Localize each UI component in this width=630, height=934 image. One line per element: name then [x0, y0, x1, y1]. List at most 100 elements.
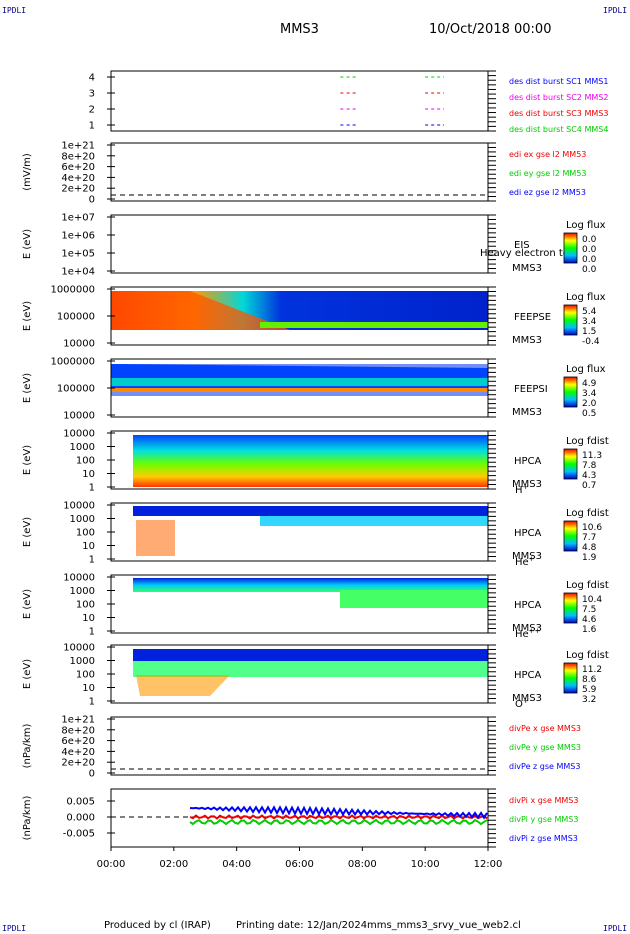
- species-label: He+: [515, 555, 535, 568]
- colorbar-tick-label: 10.6: [582, 523, 602, 533]
- y-tick-label: 10: [82, 613, 95, 624]
- legend-entry: divPi z gse MMS3: [509, 834, 578, 843]
- colorbar-title: Log flux: [566, 364, 606, 375]
- instrument-label: HPCA: [514, 600, 542, 611]
- colorbar-title: Log fdist: [566, 650, 609, 661]
- x-tick-label: 08:00: [348, 859, 377, 870]
- y-tick-label: 1000: [70, 442, 95, 453]
- y-tick-label: -0.005: [63, 829, 95, 840]
- spacecraft-label: MMS3: [512, 479, 542, 490]
- species-label: H+: [515, 483, 529, 496]
- colorbar: [563, 662, 578, 694]
- y-tick-label: 1000000: [50, 285, 95, 296]
- colorbar-tick-label: 3.4: [582, 317, 597, 327]
- colorbar-tick-label: 4.6: [582, 615, 597, 625]
- feepsi-heatmap: [111, 364, 488, 396]
- y-axis-label: E (eV): [22, 445, 33, 475]
- divpi-z-trace: [189, 805, 488, 820]
- x-axis: 00:00 02:00 04:00 06:00 08:00 10:00 12:00: [97, 847, 503, 870]
- footer-produced-by: Produced by cl (IRAP): [104, 920, 211, 931]
- legend-entry: divPi y gse MMS3: [509, 815, 578, 824]
- y-axis-label: E (eV): [22, 659, 33, 689]
- spacecraft-label: MMS3: [512, 335, 542, 346]
- instrument-label: HPCA: [514, 670, 542, 681]
- y-tick-label: 0: [89, 769, 95, 780]
- colorbar-title: Log fdist: [566, 508, 609, 519]
- y-tick-label: 10000: [63, 573, 95, 584]
- panel-frame: [110, 70, 489, 132]
- legend-entry: edi ez gse l2 MM53: [509, 188, 586, 197]
- legend-entry: des dist burst SC2 MMS2: [509, 93, 608, 102]
- colorbar: [563, 448, 578, 480]
- colorbar-tick-label: 10.4: [582, 595, 602, 605]
- species-label: He++: [515, 627, 541, 640]
- colorbar-tick-label: 0.0: [582, 235, 597, 245]
- legend-entry: des dist burst SC4 MMS4: [509, 125, 608, 134]
- y-tick-label: 10000: [63, 339, 95, 350]
- y-tick-label: 100: [76, 528, 95, 539]
- colorbar-tick-label: 7.7: [582, 533, 596, 543]
- feepse-heatmap: [111, 291, 488, 330]
- colorbar-tick-label: 11.3: [582, 451, 602, 461]
- hpca-hepp-heatmap: [133, 578, 488, 608]
- y-axis-label: E (eV): [22, 301, 33, 331]
- y-tick-label: 2e+20: [61, 758, 95, 769]
- y-tick-label: 100000: [57, 384, 95, 395]
- y-tick-label: 1000: [70, 514, 95, 525]
- y-tick-label: 10000: [63, 501, 95, 512]
- colorbar-tick-label: 3.2: [582, 695, 596, 705]
- page-title: MMS3: [280, 22, 319, 37]
- y-tick-label: 0.000: [66, 813, 95, 824]
- y-axis-label: E (eV): [22, 373, 33, 403]
- corner-label-bottom-right: IPDLI: [603, 924, 628, 933]
- y-tick-label: 8e+20: [61, 725, 95, 736]
- colorbar-tick-label: 0.0: [582, 245, 597, 255]
- colorbar: [563, 304, 578, 336]
- overlay-label: Heavy electron to: [480, 248, 569, 259]
- colorbar-tick-label: 4.9: [582, 379, 597, 389]
- colorbar-tick-label: 4.8: [582, 543, 597, 553]
- colorbar: [563, 376, 578, 408]
- y-tick-label: 10000: [63, 643, 95, 654]
- y-tick-label: 2e+20: [61, 184, 95, 195]
- y-tick-label: 100: [76, 670, 95, 681]
- spacecraft-label: MMS3: [512, 551, 542, 562]
- colorbar-tick-label: 5.4: [582, 307, 597, 317]
- colorbar-tick-label: 7.5: [582, 605, 596, 615]
- y-tick-label: 2: [89, 105, 95, 116]
- panel-frame: [110, 142, 489, 202]
- y-tick-label: 6e+20: [61, 736, 95, 747]
- x-tick-label: 00:00: [97, 859, 126, 870]
- y-tick-label: 10: [82, 541, 95, 552]
- instrument-label: FEEPSI: [514, 384, 548, 395]
- panel-frame: [110, 716, 489, 776]
- y-axis-label: E (eV): [22, 517, 33, 547]
- legend-entry: des dist burst SC3 MMS3: [509, 109, 608, 118]
- colorbar-tick-label: 5.9: [582, 685, 597, 695]
- x-tick-label: 12:00: [474, 859, 503, 870]
- colorbar-tick-label: 0.7: [582, 481, 596, 491]
- x-tick-label: 04:00: [222, 859, 251, 870]
- footer-printing-date: Printing date: 12/Jan/2024: [236, 920, 368, 931]
- instrument-label: HPCA: [514, 456, 542, 467]
- y-tick-label: 0.005: [66, 797, 95, 808]
- spacecraft-label: MMS3: [512, 263, 542, 274]
- y-tick-label: 1e+06: [61, 231, 95, 242]
- y-tick-label: 100000: [57, 312, 95, 323]
- x-tick-label: 10:00: [411, 859, 440, 870]
- date-label: 10/Oct/2018 00:00: [429, 22, 552, 37]
- legend-entry: divPi x gse MMS3: [509, 796, 578, 805]
- colorbar-tick-label: 1.6: [582, 625, 597, 635]
- y-tick-label: 4e+20: [61, 173, 95, 184]
- y-tick-label: 1: [89, 483, 95, 494]
- colorbar-tick-label: 0.5: [582, 409, 596, 419]
- y-tick-label: 1e+05: [61, 249, 95, 260]
- colorbar-title: Log flux: [566, 220, 606, 231]
- panel-feepsi: 1000000 100000 10000 E (eV) FEEPSI MMS3 Log fl…: [22, 357, 606, 422]
- y-tick-label: 10000: [63, 411, 95, 422]
- y-tick-label: 4e+20: [61, 747, 95, 758]
